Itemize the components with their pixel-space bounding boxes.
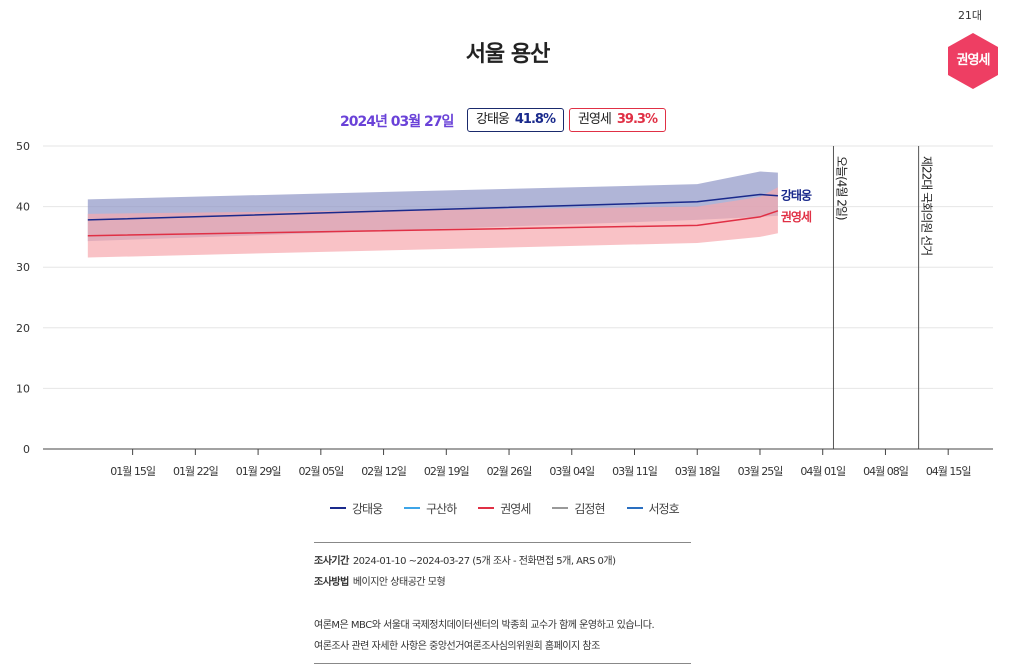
- series-line: [87, 193, 778, 221]
- legend-swatch: [626, 507, 643, 509]
- legend-label: 권영세: [500, 501, 531, 516]
- series-line: [87, 210, 779, 237]
- candidate-box-kwon: 권영세 39.3%: [569, 108, 666, 132]
- x-tick-label: 03월 11일: [612, 464, 658, 478]
- survey-method: 조사방법 베이지안 상태공간 모형: [314, 577, 446, 588]
- legend-item[interactable]: 구산하: [404, 500, 457, 517]
- footer-note: 여론조사 관련 자세한 사항은 중앙선거여론조사심의위원회 홈페이지 참조: [314, 641, 600, 652]
- candidate-pct: 39.3%: [616, 112, 658, 127]
- candidate-name: 강태웅: [476, 112, 510, 127]
- y-tick-label: 10: [16, 382, 30, 395]
- chart-header: 2024년 03월 27일 강태웅 41.8% 권영세 39.3%: [0, 108, 1015, 134]
- x-tick-label: 04월 15일: [926, 464, 972, 478]
- x-tick-label: 02월 19일: [424, 464, 470, 478]
- series-end-label: 권영세: [781, 209, 812, 224]
- confidence-band: [87, 187, 778, 258]
- x-tick-label: 01월 22일: [173, 464, 219, 478]
- legend-swatch: [404, 507, 421, 509]
- page-title: 서울 용산: [465, 42, 551, 67]
- legend-label: 구산하: [426, 501, 457, 516]
- chart-legend: 강태웅 구산하 권영세 김정현 서정호: [330, 498, 701, 516]
- legend-label: 강태웅: [352, 501, 383, 516]
- footer-divider-top: [314, 542, 691, 543]
- legend-label: 서정호: [648, 501, 680, 516]
- x-tick-label: 03월 25일: [738, 464, 784, 478]
- date-marker-label: 제22대 국회의원 선거: [920, 156, 934, 255]
- series-end-label: 강태웅: [781, 188, 812, 203]
- incumbent-badge: 21대 권영세: [940, 6, 1000, 90]
- x-tick-label: 04월 01일: [800, 464, 846, 478]
- candidate-pct: 41.8%: [514, 112, 556, 127]
- x-tick-label: 02월 26일: [487, 464, 533, 478]
- legend-item[interactable]: 김정현: [552, 500, 606, 517]
- y-tick-label: 50: [16, 140, 30, 153]
- badge-hexagon: [948, 33, 998, 89]
- legend-item[interactable]: 서정호: [626, 500, 680, 517]
- legend-item[interactable]: 강태웅: [330, 500, 383, 517]
- legend-swatch: [552, 507, 569, 509]
- x-tick-label: 02월 12일: [361, 464, 407, 478]
- x-tick-label: 01월 15일: [110, 464, 156, 478]
- badge-name: 권영세: [956, 53, 991, 68]
- y-tick-label: 0: [23, 443, 30, 456]
- date-marker-label: 오늘(4월 2일): [834, 156, 848, 220]
- legend-label: 김정현: [574, 501, 605, 516]
- survey-period: 조사기간 2024-01-10 ~2024-03-27 (5개 조사 - 전화면접…: [314, 556, 616, 567]
- x-tick-label: 04월 08일: [863, 464, 909, 478]
- x-tick-label: 03월 18일: [675, 464, 721, 478]
- footer-info: 조사기간 2024-01-10 ~2024-03-27 (5개 조사 - 전화면접…: [314, 542, 691, 664]
- x-tick-label: 03월 04일: [549, 464, 595, 478]
- legend-item[interactable]: 권영세: [478, 500, 531, 517]
- survey-date: 2024년 03월 27일: [340, 114, 454, 130]
- candidate-name: 권영세: [578, 112, 612, 127]
- x-tick-label: 02월 05일: [298, 464, 344, 478]
- y-tick-label: 20: [16, 322, 30, 335]
- footer-note: 여론M은 MBC와 서울대 국제정치데이터센터의 박종희 교수가 함께 운영하고…: [314, 620, 655, 631]
- legend-swatch: [330, 507, 346, 509]
- footer-divider-bottom: [314, 663, 691, 664]
- y-tick-label: 40: [16, 201, 30, 214]
- legend-swatch: [478, 507, 495, 509]
- y-tick-label: 30: [16, 261, 30, 274]
- badge-term: 21대: [957, 9, 983, 22]
- candidate-box-kang: 강태웅 41.8%: [467, 108, 564, 132]
- x-tick-label: 01월 29일: [236, 464, 282, 478]
